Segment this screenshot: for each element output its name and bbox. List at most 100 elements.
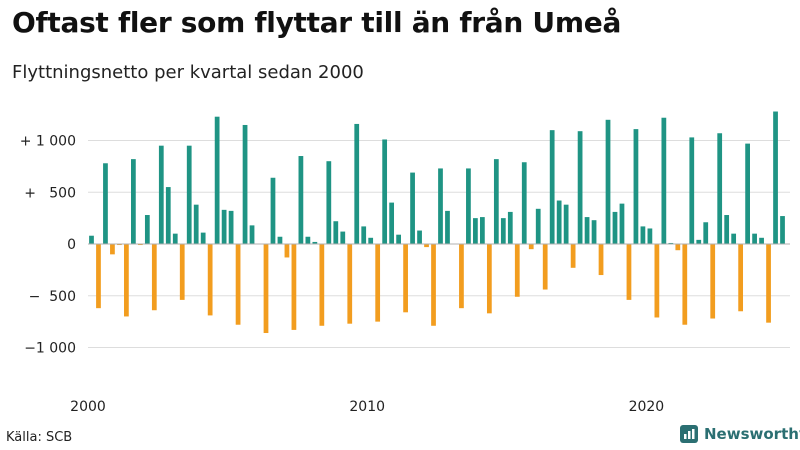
bar (124, 244, 129, 317)
bar (131, 159, 136, 244)
bar (103, 163, 108, 244)
bar (459, 244, 464, 309)
bar (703, 222, 709, 244)
bar (284, 244, 290, 258)
bar (277, 236, 283, 244)
x-tick-label: 2010 (349, 399, 385, 415)
bar (675, 244, 681, 251)
bar (200, 232, 206, 244)
bar (584, 217, 590, 244)
bar (493, 159, 499, 244)
y-tick-label: 0 (67, 237, 76, 253)
bar (759, 237, 764, 244)
bar (640, 226, 646, 244)
bar (354, 123, 360, 244)
bar (382, 139, 388, 244)
bar (312, 241, 318, 244)
bar (375, 244, 381, 322)
bar (563, 204, 569, 244)
bar (619, 203, 625, 244)
bar (654, 244, 660, 318)
bar (361, 226, 367, 244)
bar (319, 244, 325, 326)
bar (766, 244, 771, 323)
bar (473, 218, 478, 245)
y-tick-label: − 500 (29, 289, 76, 305)
bar (424, 244, 429, 248)
bar (570, 244, 576, 268)
bar (214, 116, 220, 244)
bar (549, 130, 555, 244)
bar (445, 210, 450, 244)
bar (172, 233, 178, 244)
bar (626, 244, 632, 300)
bar (480, 217, 485, 244)
bar (514, 244, 520, 297)
bar (228, 210, 234, 244)
bar (207, 244, 213, 316)
bar (745, 143, 750, 244)
chart-title: Oftast fler som flyttar till än från Ume… (12, 6, 622, 39)
x-tick-label: 2020 (629, 399, 665, 415)
bar (242, 124, 248, 244)
bar (486, 244, 492, 314)
bar (235, 244, 241, 325)
bar (117, 244, 122, 246)
bar (403, 244, 408, 313)
bar (717, 133, 723, 244)
bar (528, 244, 534, 250)
bar (221, 209, 227, 244)
bar (633, 129, 639, 244)
bar (500, 218, 506, 245)
bar (137, 244, 143, 246)
bar (186, 145, 192, 244)
bar (682, 244, 688, 325)
bar (110, 244, 115, 255)
bar (305, 236, 311, 244)
bar (466, 168, 471, 244)
bar (96, 244, 101, 309)
bar (438, 168, 443, 244)
bar (521, 162, 527, 245)
bar (689, 137, 695, 244)
bar (193, 204, 199, 244)
bar (347, 244, 353, 324)
bar-chart-logo-icon (680, 425, 698, 443)
bar (263, 244, 269, 334)
bar (738, 244, 744, 312)
brand: Newsworthy (680, 425, 800, 443)
x-tick-label: 2000 (70, 399, 106, 415)
bar (661, 117, 667, 244)
bar (179, 244, 185, 300)
bar (151, 244, 157, 311)
bar (326, 161, 332, 244)
bar (731, 233, 737, 244)
bar (710, 244, 716, 319)
bar (647, 228, 653, 244)
bar (249, 225, 255, 244)
y-tick-label: −1 000 (24, 341, 76, 357)
y-tick-label: + 500 (24, 185, 76, 201)
brand-name: Newsworthy (704, 425, 800, 443)
bar (89, 235, 94, 244)
source-note: Källa: SCB (6, 430, 73, 445)
bar (270, 177, 276, 244)
bar (291, 244, 297, 330)
chart-subtitle: Flyttningsnetto per kvartal sedan 2000 (12, 62, 364, 83)
y-tick-label: + 1 000 (20, 134, 76, 150)
bar (410, 172, 415, 244)
bar (340, 231, 346, 244)
bar (780, 216, 785, 245)
bar (724, 215, 730, 244)
bar (333, 221, 339, 244)
bar (577, 131, 583, 244)
bar (431, 244, 436, 326)
bar (158, 145, 164, 244)
bar (696, 239, 702, 244)
bar (598, 244, 604, 276)
bar (396, 234, 401, 244)
bar (605, 119, 611, 244)
bar (389, 202, 395, 244)
bar (668, 242, 674, 244)
